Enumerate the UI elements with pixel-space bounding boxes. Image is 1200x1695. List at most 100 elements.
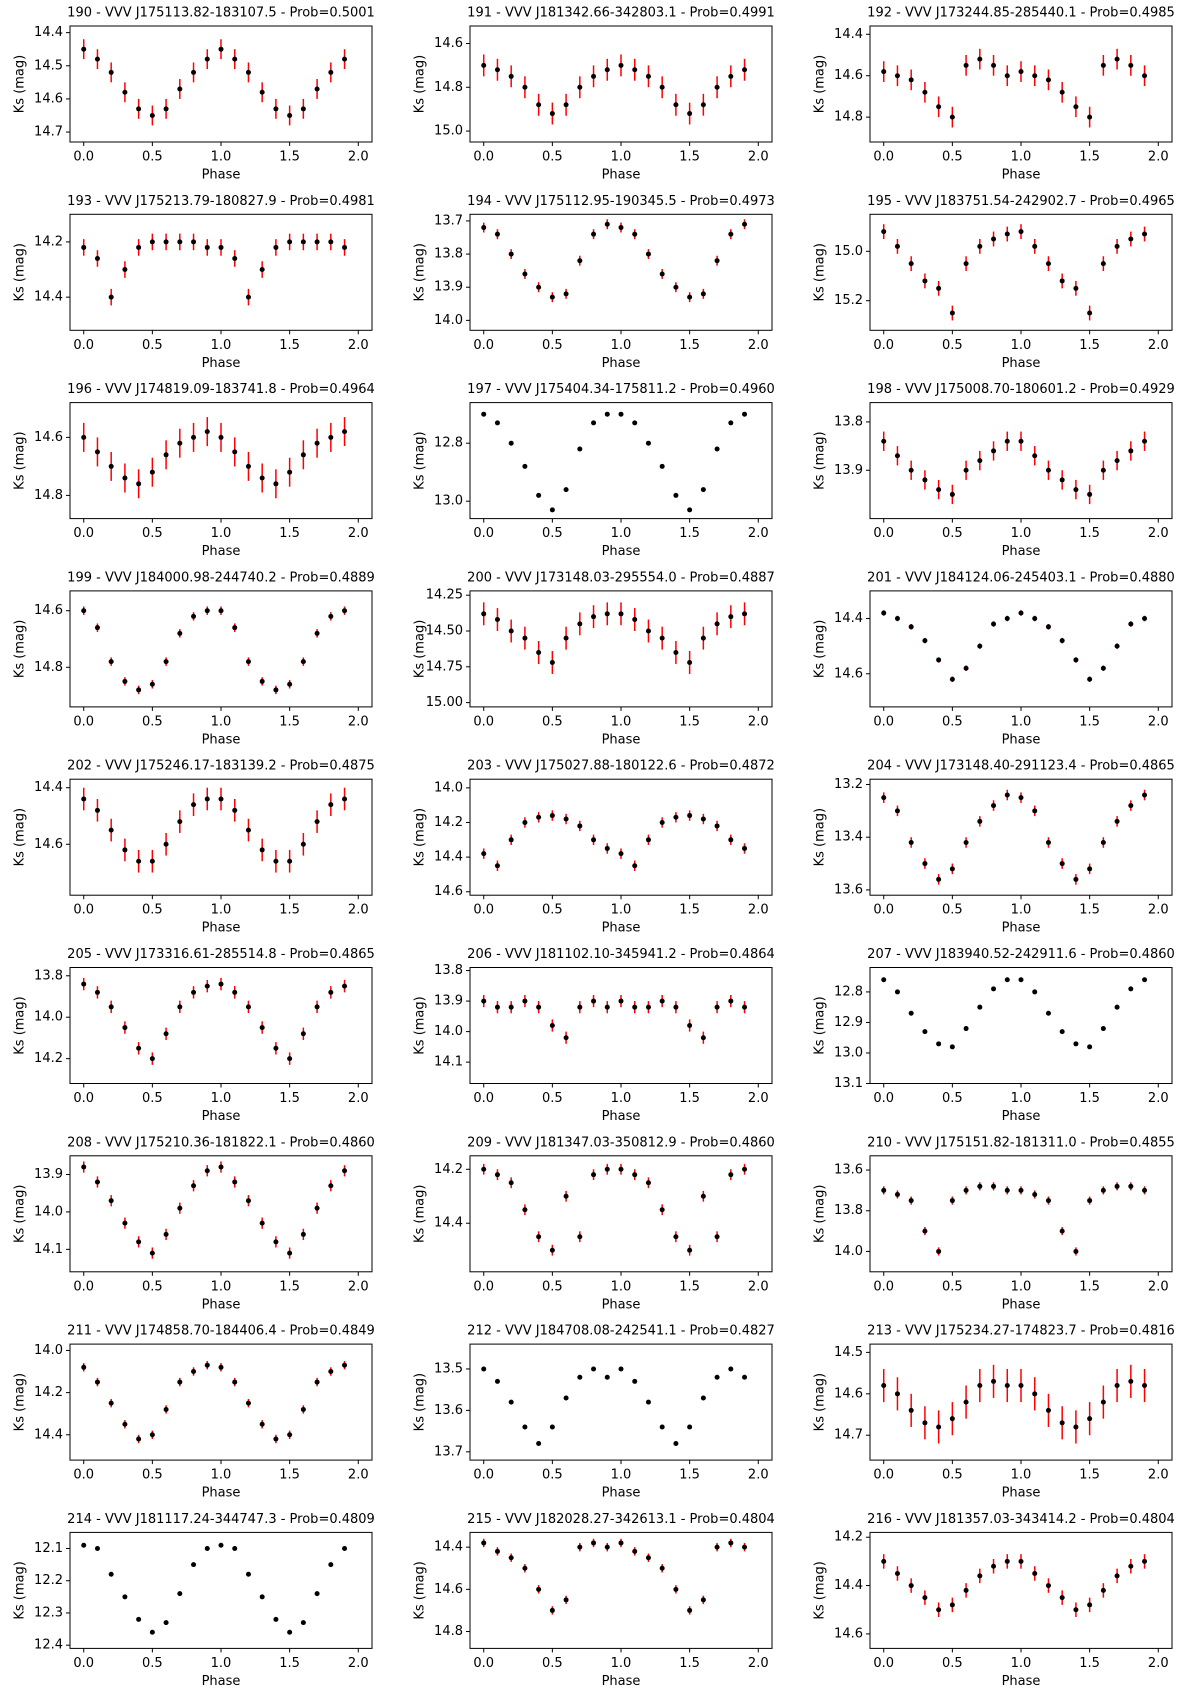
plot-frame xyxy=(469,778,773,896)
data-point xyxy=(673,1586,679,1592)
data-point xyxy=(314,440,320,446)
data-point xyxy=(936,104,942,110)
y-tick-label: 13.2 xyxy=(834,777,863,792)
x-axis-label: Phase xyxy=(1002,1486,1041,1501)
data-point xyxy=(1087,1198,1093,1204)
y-tick-label: 14.2 xyxy=(34,234,63,249)
chart-title: 195 - VVV J183751.54-242902.7 - Prob=0.4… xyxy=(867,194,1175,209)
data-point xyxy=(494,67,500,73)
x-tick-label: 0.5 xyxy=(142,1279,163,1294)
data-point xyxy=(204,56,210,62)
data-point xyxy=(177,1205,183,1211)
plot-frame xyxy=(869,25,1173,143)
data-point xyxy=(122,89,128,95)
data-point xyxy=(508,440,514,446)
data-point xyxy=(259,678,265,684)
data-point xyxy=(136,1436,142,1442)
y-tick-label: 14.6 xyxy=(34,837,63,852)
data-point xyxy=(549,1424,555,1430)
data-point xyxy=(894,616,900,622)
y-tick-label: 13.8 xyxy=(34,968,63,983)
x-tick-label: 1.5 xyxy=(279,338,300,353)
data-point xyxy=(632,231,638,237)
data-point xyxy=(273,687,279,693)
data-point xyxy=(1114,1383,1120,1389)
data-point xyxy=(1128,1183,1134,1189)
data-point xyxy=(714,1234,720,1240)
data-point xyxy=(687,294,693,300)
data-point xyxy=(94,1179,100,1185)
x-tick-label: 0.0 xyxy=(73,1091,94,1106)
data-point xyxy=(894,73,900,79)
data-point xyxy=(1114,643,1120,649)
data-point xyxy=(977,643,983,649)
x-tick-label: 2.0 xyxy=(348,1656,369,1671)
x-tick-label: 0.0 xyxy=(73,1468,94,1483)
data-point xyxy=(908,77,914,83)
data-point xyxy=(149,1250,155,1256)
data-point xyxy=(908,1583,914,1589)
y-axis-label: Ks (mag) xyxy=(813,808,828,866)
data-point xyxy=(549,1247,555,1253)
data-point xyxy=(1073,657,1079,663)
data-point xyxy=(328,434,334,440)
data-point xyxy=(1128,236,1134,242)
y-tick-label: 13.5 xyxy=(434,1361,463,1376)
data-point xyxy=(122,847,128,853)
data-point xyxy=(204,1362,210,1368)
data-point xyxy=(1100,62,1106,68)
x-tick-label: 0.5 xyxy=(942,338,963,353)
data-point xyxy=(659,463,665,469)
x-tick-label: 0.5 xyxy=(942,526,963,541)
x-axis-label: Phase xyxy=(202,732,241,747)
y-tick-label: 14.2 xyxy=(34,1385,63,1400)
x-tick-label: 2.0 xyxy=(348,526,369,541)
data-point xyxy=(81,796,87,802)
data-point xyxy=(245,294,251,300)
data-point xyxy=(949,1044,955,1050)
x-tick-label: 2.0 xyxy=(348,1279,369,1294)
data-point xyxy=(149,1629,155,1635)
x-tick-label: 1.0 xyxy=(1011,1656,1032,1671)
x-tick-label: 0.5 xyxy=(942,1091,963,1106)
data-point xyxy=(508,73,514,79)
data-point xyxy=(1018,1383,1024,1389)
data-point xyxy=(342,796,348,802)
data-point xyxy=(149,469,155,475)
y-tick-label: 14.6 xyxy=(834,68,863,83)
data-point xyxy=(481,225,487,231)
data-point xyxy=(204,1168,210,1174)
data-point xyxy=(522,84,528,90)
data-point xyxy=(991,803,997,809)
plot-frame xyxy=(869,213,1173,331)
data-point xyxy=(894,1391,900,1397)
y-tick-label: 14.4 xyxy=(434,850,463,865)
x-tick-label: 0.0 xyxy=(873,1279,894,1294)
data-point xyxy=(494,1378,500,1384)
y-tick-label: 15.0 xyxy=(834,244,863,259)
x-tick-label: 1.5 xyxy=(679,1279,700,1294)
data-point xyxy=(714,446,720,452)
plot-frame xyxy=(69,402,373,520)
x-axis-label: Phase xyxy=(202,1674,241,1689)
data-point xyxy=(1142,1383,1148,1389)
data-point xyxy=(1087,676,1093,682)
x-tick-label: 2.0 xyxy=(348,1091,369,1106)
data-point xyxy=(563,291,569,297)
data-point xyxy=(1128,803,1134,809)
data-point xyxy=(673,284,679,290)
data-point xyxy=(673,814,679,820)
plot-frame xyxy=(69,1343,373,1461)
data-point xyxy=(108,294,114,300)
data-point xyxy=(563,1035,569,1041)
data-point xyxy=(700,1597,706,1603)
x-tick-label: 0.5 xyxy=(942,1656,963,1671)
data-point xyxy=(700,102,706,108)
data-point xyxy=(591,614,597,620)
data-point xyxy=(287,1056,293,1062)
data-point xyxy=(563,102,569,108)
y-tick-label: 14.0 xyxy=(34,1343,63,1358)
data-point xyxy=(618,1540,624,1546)
data-point xyxy=(481,62,487,68)
data-point xyxy=(1032,1570,1038,1576)
